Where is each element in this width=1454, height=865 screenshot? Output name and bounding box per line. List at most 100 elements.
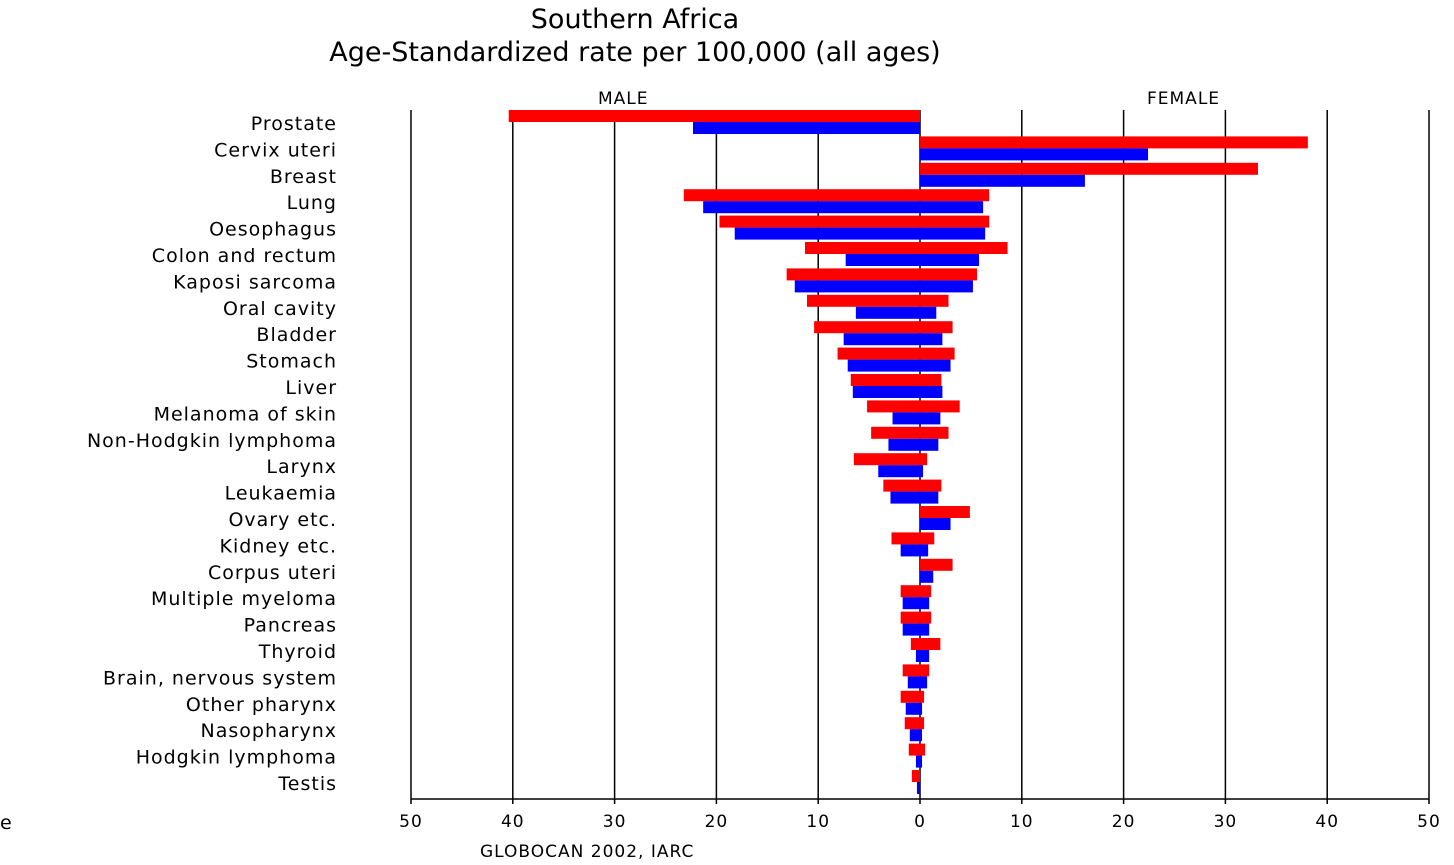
category-label: Breast <box>270 166 337 188</box>
x-tick-label: 50 <box>399 812 423 832</box>
chart-title: Southern Africa <box>530 4 740 35</box>
bar-male-mortality <box>692 122 920 134</box>
bar-male-incidence <box>883 479 920 492</box>
category-label: Hodgkin lymphoma <box>136 747 337 769</box>
bar-female-incidence <box>920 479 942 492</box>
bar-female-incidence <box>920 453 928 466</box>
bar-female-mortality <box>920 359 951 372</box>
category-label: Larynx <box>266 456 337 478</box>
bar-female-mortality <box>920 386 943 398</box>
bar-female-incidence <box>920 717 925 730</box>
bar-female-incidence <box>920 189 990 202</box>
category-label: Ovary etc. <box>228 509 337 531</box>
bar-female-mortality <box>920 491 939 504</box>
category-label: Corpus uteri <box>208 562 337 584</box>
bar-female-mortality <box>920 570 934 583</box>
bar-male-incidence <box>900 690 920 703</box>
bar-male-mortality <box>794 280 920 293</box>
bar-male-mortality <box>909 729 920 742</box>
bar-female-mortality <box>920 702 923 715</box>
x-tick-label: 40 <box>501 812 525 832</box>
x-axis: 50 40 30 20 10 0 10 20 30 40 50 <box>399 798 1441 832</box>
category-label: Liver <box>285 377 337 399</box>
category-label: Multiple myeloma <box>151 588 337 610</box>
bar-male-mortality <box>892 412 920 425</box>
x-tick-label: 20 <box>1112 812 1136 832</box>
bar-male-incidence <box>719 215 920 228</box>
bar-female-incidence <box>920 162 1258 175</box>
bar-male-incidence <box>786 268 920 281</box>
category-label: Nasopharynx <box>201 720 337 742</box>
x-tick-label: 20 <box>705 812 729 832</box>
bar-male-mortality <box>852 386 920 398</box>
category-label: Colon and rectum <box>152 245 337 267</box>
bar-female-mortality <box>920 623 930 636</box>
category-label: Kaposi sarcoma <box>173 271 337 293</box>
category-label: Kidney etc. <box>220 535 337 557</box>
bar-female-mortality <box>920 412 941 425</box>
bar-female-mortality <box>920 254 980 266</box>
bars <box>508 110 1308 794</box>
bar-male-mortality <box>734 227 920 240</box>
bar-female-incidence <box>920 294 949 307</box>
bar-male-incidence <box>814 321 920 334</box>
bar-female-mortality <box>920 201 984 214</box>
category-label: Bladder <box>256 324 337 346</box>
bar-male-mortality <box>847 359 920 372</box>
bar-male-mortality <box>915 755 920 768</box>
category-label: Leukaemia <box>225 483 337 505</box>
category-label: Oral cavity <box>223 298 337 320</box>
bar-male-incidence <box>904 717 920 730</box>
bar-male-incidence <box>837 347 920 360</box>
x-tick-label: 0 <box>914 812 926 832</box>
x-tick-label: 50 <box>1417 812 1441 832</box>
bar-female-mortality <box>920 729 923 742</box>
bar-female-incidence <box>920 690 925 703</box>
bar-male-mortality <box>902 597 920 610</box>
bar-male-mortality <box>878 465 920 478</box>
bar-female-incidence <box>920 374 942 386</box>
bar-female-mortality <box>920 280 973 293</box>
bar-female-mortality <box>920 227 986 240</box>
x-tick-label: 10 <box>806 812 830 832</box>
category-label: Prostate <box>251 113 337 135</box>
bar-male-incidence <box>807 294 920 307</box>
female-panel-label: FEMALE <box>1147 89 1221 109</box>
bar-male-incidence <box>867 400 920 413</box>
category-label: Stomach <box>246 351 337 373</box>
clipped-edge-text: e <box>0 812 12 834</box>
bar-female-incidence <box>920 585 932 598</box>
bar-female-incidence <box>920 347 955 360</box>
bar-male-incidence <box>891 532 920 545</box>
category-label: Testis <box>277 773 337 795</box>
category-label: Thyroid <box>258 641 337 663</box>
x-tick-label: 30 <box>1214 812 1238 832</box>
bar-female-incidence <box>920 136 1308 149</box>
bar-male-mortality <box>845 254 920 266</box>
bar-male-mortality <box>905 702 920 715</box>
bar-female-mortality <box>920 174 1085 187</box>
category-labels: Prostate Cervix uteri Breast Lung Oesophagus… <box>87 113 337 795</box>
chart-subtitle: Age-Standardized rate per 100,000 (all a… <box>329 37 941 68</box>
source-note: GLOBOCAN 2002, IARC <box>480 842 695 862</box>
bar-male-incidence <box>853 453 920 466</box>
bar-female-mortality <box>920 676 928 689</box>
bar-female-incidence <box>920 426 949 439</box>
bar-male-mortality <box>900 544 920 557</box>
bar-male-mortality <box>855 306 920 319</box>
category-label: Lung <box>287 192 337 214</box>
bar-male-mortality <box>888 438 920 451</box>
bar-male-mortality <box>907 676 920 689</box>
bar-female-incidence <box>920 321 953 334</box>
bar-female-incidence <box>920 638 941 650</box>
bar-female-mortality <box>920 597 930 610</box>
bar-female-incidence <box>920 611 932 624</box>
bar-female-incidence <box>920 400 960 413</box>
bar-male-incidence <box>871 426 920 439</box>
bar-female-mortality <box>920 465 924 478</box>
bar-male-incidence <box>908 743 920 756</box>
x-tick-label: 10 <box>1010 812 1034 832</box>
bar-male-incidence <box>850 374 920 386</box>
bar-male-incidence <box>911 770 920 782</box>
bar-female-incidence <box>920 268 978 281</box>
